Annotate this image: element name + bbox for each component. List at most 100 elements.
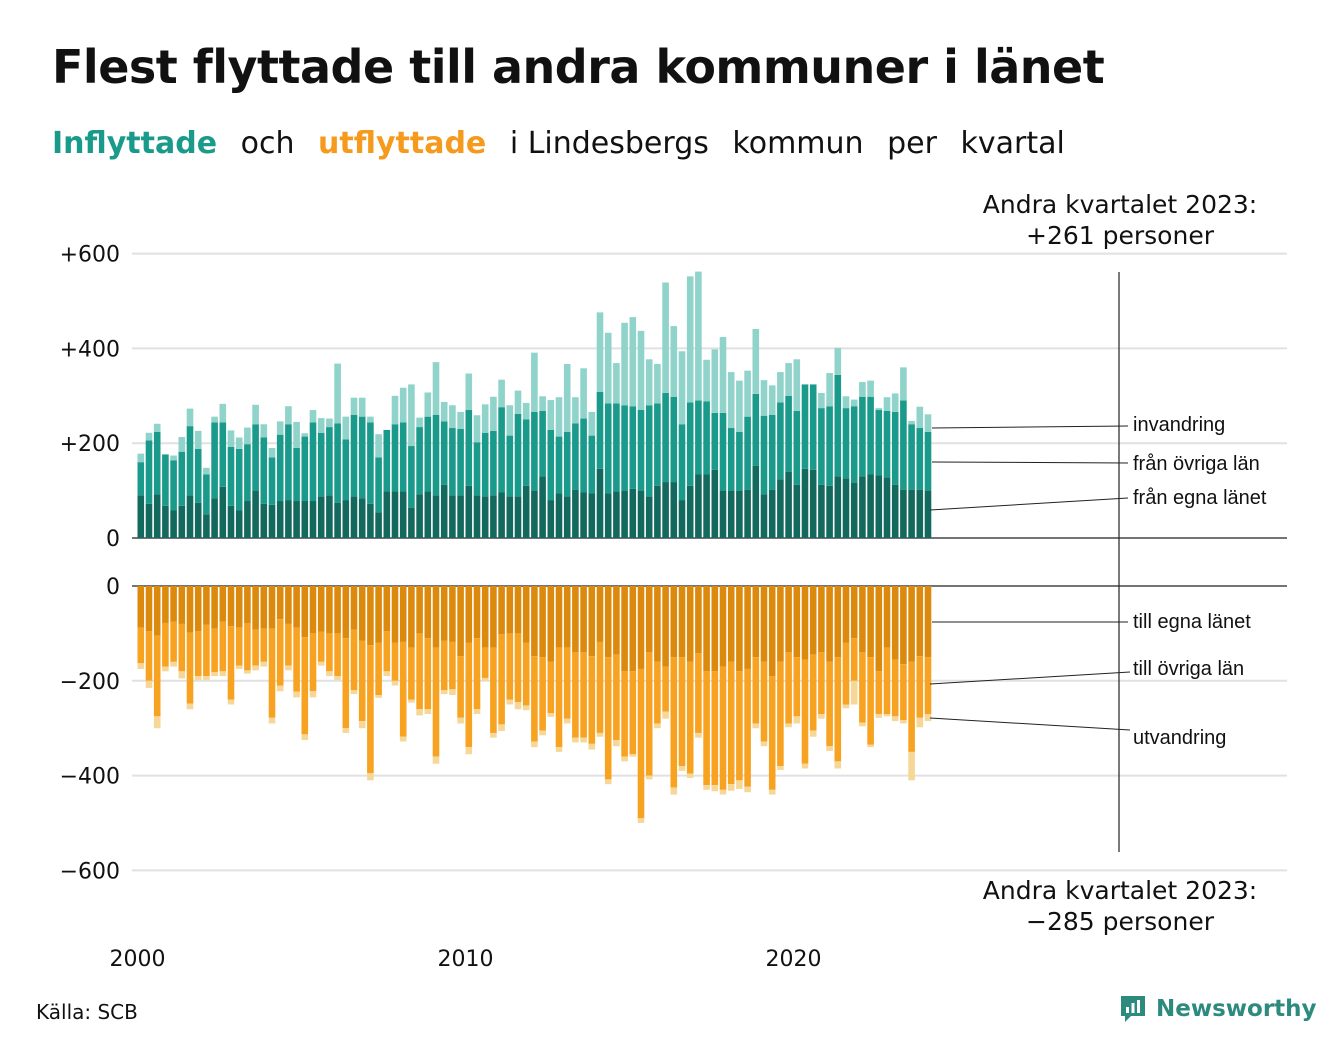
- bar-in-other-counties: [268, 457, 276, 505]
- subtitle-inflyttade: Inflyttade: [52, 126, 218, 161]
- x-tick-label: 2010: [438, 947, 494, 972]
- bar-in-own-county: [604, 493, 612, 538]
- bar-in-other-counties: [826, 406, 833, 486]
- bar-in-immigration: [153, 423, 161, 432]
- bar-out-own-county: [867, 586, 874, 658]
- bar-in-other-counties: [391, 424, 399, 492]
- bar-in-other-counties: [194, 448, 202, 503]
- bar-in-immigration: [596, 312, 604, 393]
- bar-in-immigration: [145, 432, 153, 441]
- bar-in-own-county: [170, 510, 177, 538]
- bar-out-own-county: [153, 586, 161, 636]
- subtitle-per: per: [887, 126, 937, 161]
- bar-in-immigration: [137, 453, 145, 463]
- bar-in-other-counties: [686, 402, 694, 486]
- bar-in-own-county: [203, 514, 210, 538]
- bar-out-emigration: [399, 736, 407, 742]
- bar-in-other-counties: [465, 410, 473, 486]
- x-tick-label: 2020: [766, 947, 822, 972]
- bar-in-own-county: [326, 495, 333, 538]
- bar-out-other-counties: [260, 628, 268, 662]
- bar-in-own-county: [153, 494, 161, 538]
- bar-out-own-county: [883, 586, 891, 648]
- bar-in-immigration: [367, 416, 374, 423]
- bar-out-other-counties: [752, 657, 760, 724]
- bar-in-own-county: [859, 476, 866, 538]
- bar-out-own-county: [260, 586, 268, 629]
- bar-out-other-counties: [850, 638, 858, 681]
- bar-in-own-county: [703, 474, 710, 538]
- bar-in-immigration: [440, 401, 448, 422]
- bar-out-other-counties: [662, 666, 669, 712]
- bar-out-emigration: [629, 754, 637, 757]
- bar-out-other-counties: [809, 654, 817, 731]
- bar-out-other-counties: [334, 633, 341, 677]
- bar-out-own-county: [744, 586, 751, 669]
- bar-in-own-county: [539, 476, 546, 538]
- bar-out-other-counties: [449, 641, 456, 690]
- legend-label-till-ovriga-lan: till övriga län: [1133, 658, 1244, 680]
- bar-out-other-counties: [842, 642, 850, 705]
- bar-in-immigration: [186, 408, 194, 427]
- bar-in-own-county: [875, 475, 883, 538]
- bar-in-other-counties: [768, 414, 776, 490]
- bar-out-other-counties: [383, 631, 391, 672]
- bar-out-emigration: [842, 704, 850, 709]
- bar-out-other-counties: [793, 657, 801, 717]
- bar-out-emigration: [375, 695, 382, 698]
- bar-out-other-counties: [227, 626, 235, 700]
- bar-out-own-county: [875, 586, 883, 672]
- bar-in-other-counties: [801, 384, 809, 469]
- bar-in-own-county: [252, 490, 259, 538]
- bar-out-emigration: [777, 766, 784, 770]
- label-connector: [929, 671, 1131, 685]
- bar-out-other-counties: [867, 657, 874, 745]
- bar-in-own-county: [514, 496, 522, 538]
- bar-in-own-county: [490, 495, 497, 538]
- bar-in-immigration: [473, 415, 481, 443]
- bar-in-other-counties: [276, 434, 284, 502]
- bar-out-own-county: [145, 586, 153, 632]
- bar-out-own-county: [588, 586, 596, 657]
- bar-in-immigration: [326, 418, 333, 428]
- bar-in-own-county: [883, 477, 891, 538]
- bar-out-emigration: [891, 716, 899, 722]
- bar-in-other-counties: [219, 422, 227, 487]
- bar-in-other-counties: [522, 419, 530, 486]
- bar-in-own-county: [358, 498, 366, 538]
- bar-out-emigration: [867, 744, 874, 748]
- brand-logo: Newsworthy: [1118, 994, 1317, 1024]
- bar-out-emigration: [137, 663, 145, 669]
- bar-out-own-county: [760, 586, 768, 662]
- bar-in-immigration: [244, 427, 251, 445]
- bar-in-other-counties: [859, 396, 866, 477]
- bar-in-own-county: [342, 500, 350, 538]
- bar-in-other-counties: [309, 422, 317, 502]
- bar-in-other-counties: [572, 423, 579, 490]
- bar-in-own-county: [785, 471, 792, 538]
- bar-in-other-counties: [883, 410, 891, 478]
- bar-out-other-counties: [580, 652, 587, 738]
- bar-in-other-counties: [908, 424, 915, 490]
- bar-in-own-county: [227, 505, 235, 538]
- annotation-bottom-line1: Andra kvartalet 2023:: [983, 876, 1257, 905]
- source-note: Källa: SCB: [36, 1000, 138, 1024]
- bar-in-own-county: [686, 485, 694, 538]
- bar-in-other-counties: [416, 427, 423, 495]
- bar-in-own-county: [367, 503, 374, 538]
- bar-out-emigration: [621, 756, 628, 762]
- bar-out-emigration: [637, 818, 645, 823]
- bar-in-own-county: [752, 465, 760, 538]
- bar-in-other-counties: [383, 429, 391, 492]
- bar-in-own-county: [891, 484, 899, 538]
- bar-in-own-county: [629, 488, 637, 538]
- bar-out-emigration: [654, 723, 661, 729]
- bar-in-other-counties: [350, 414, 358, 497]
- bar-in-immigration: [719, 337, 727, 413]
- bar-in-immigration: [260, 424, 268, 438]
- bar-in-own-county: [867, 474, 874, 538]
- bar-out-other-counties: [235, 627, 243, 666]
- bar-out-other-counties: [613, 654, 620, 741]
- bar-out-emigration: [252, 665, 259, 671]
- bar-out-other-counties: [572, 652, 579, 738]
